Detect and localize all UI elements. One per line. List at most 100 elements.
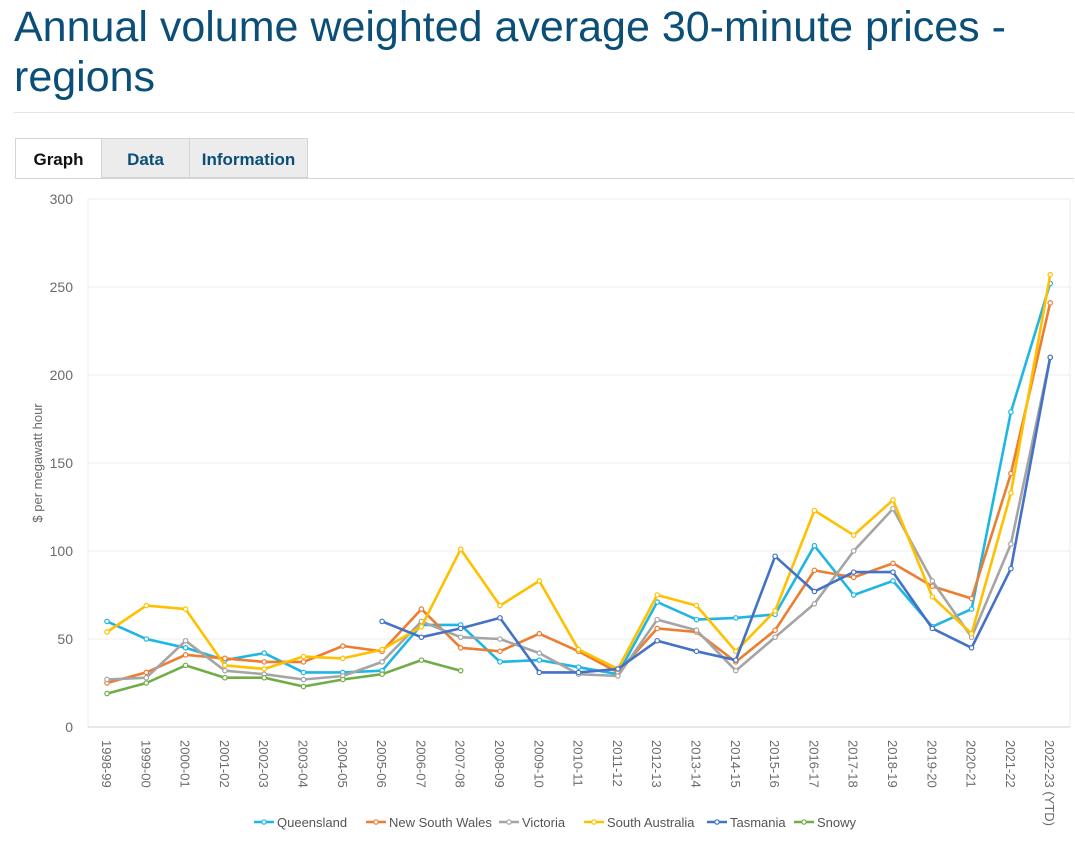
- data-point: [732, 667, 739, 674]
- tab-information[interactable]: Information: [190, 138, 308, 178]
- y-axis-title: $ per megawatt hour: [30, 403, 45, 523]
- x-tick-label: 2015-16: [767, 740, 782, 788]
- x-tick-label: 2008-09: [492, 740, 507, 788]
- data-point: [693, 616, 700, 623]
- data-point: [104, 629, 110, 635]
- y-tick-label: 150: [50, 455, 74, 471]
- data-point: [418, 634, 425, 641]
- x-tick-label: 2007-08: [453, 740, 468, 788]
- data-point: [182, 662, 189, 669]
- series-snowy: [104, 657, 464, 697]
- legend-item: Snowy: [794, 815, 857, 830]
- series-line: [105, 658, 462, 695]
- tab-data[interactable]: Data: [102, 138, 190, 178]
- data-point: [1008, 541, 1014, 547]
- data-point: [929, 593, 936, 600]
- data-point: [222, 674, 228, 681]
- data-point: [968, 644, 975, 651]
- data-point: [182, 637, 189, 644]
- data-point: [497, 602, 503, 609]
- data-point: [457, 634, 464, 641]
- legend-label: Victoria: [522, 815, 566, 830]
- x-tick-label: 2006-07: [413, 740, 428, 788]
- tab-bar: Graph Data Information: [15, 138, 308, 179]
- data-point: [772, 627, 778, 634]
- data-point: [693, 602, 700, 609]
- legend-marker: [373, 819, 379, 825]
- data-point: [929, 625, 936, 632]
- data-point: [615, 666, 621, 672]
- data-point: [536, 669, 543, 676]
- data-point: [654, 625, 661, 632]
- data-point: [300, 683, 307, 690]
- data-point: [890, 497, 896, 503]
- y-tick-label: 0: [65, 719, 73, 735]
- data-point: [693, 648, 700, 655]
- data-point: [654, 637, 661, 644]
- data-point: [1008, 470, 1014, 477]
- x-tick-label: 2000-01: [178, 740, 193, 788]
- data-point: [339, 643, 346, 649]
- data-point: [772, 553, 778, 560]
- data-point: [418, 657, 425, 663]
- data-point: [811, 600, 818, 607]
- data-point: [850, 569, 857, 575]
- x-tick-label: 2019-20: [924, 740, 939, 788]
- data-point: [497, 648, 503, 655]
- data-point: [1008, 490, 1014, 496]
- data-point: [457, 546, 464, 553]
- data-point: [143, 680, 150, 686]
- legend-marker: [261, 819, 267, 825]
- data-point: [732, 615, 739, 621]
- data-point: [104, 676, 110, 683]
- data-point: [536, 657, 543, 663]
- data-point: [339, 655, 346, 662]
- legend-label: Queensland: [277, 815, 347, 830]
- data-point: [890, 560, 896, 567]
- legend-marker: [506, 819, 512, 825]
- data-point: [222, 655, 228, 662]
- data-point: [300, 653, 307, 660]
- series-victoria: [104, 354, 1054, 683]
- series-line: [380, 356, 1052, 674]
- data-point: [104, 690, 110, 697]
- legend-label: Tasmania: [730, 815, 786, 830]
- x-tick-label: 2005-06: [374, 740, 389, 788]
- data-point: [222, 662, 228, 669]
- data-point: [654, 616, 661, 623]
- data-point: [222, 667, 228, 674]
- data-point: [536, 578, 543, 584]
- data-point: [457, 625, 464, 632]
- x-tick-label: 2016-17: [806, 740, 821, 788]
- data-point: [300, 659, 307, 665]
- data-point: [968, 595, 975, 602]
- data-point: [850, 592, 857, 598]
- data-point: [143, 636, 150, 642]
- title-divider: [14, 112, 1074, 113]
- data-point: [261, 650, 268, 656]
- legend-label: Snowy: [817, 815, 857, 830]
- y-tick-label: 100: [50, 543, 74, 559]
- y-tick-label: 300: [50, 191, 74, 207]
- x-tick-label: 2003-04: [296, 740, 311, 788]
- series-line: [105, 282, 1052, 676]
- data-point: [811, 507, 818, 514]
- data-point: [300, 669, 307, 676]
- data-point: [536, 650, 543, 656]
- data-point: [654, 599, 661, 605]
- data-point: [1008, 409, 1014, 415]
- legend-marker: [801, 819, 807, 825]
- legend-label: New South Wales: [389, 815, 492, 830]
- data-point: [1047, 354, 1054, 361]
- x-tick-label: 2018-19: [885, 740, 900, 788]
- data-point: [457, 644, 464, 651]
- data-point: [182, 606, 189, 612]
- series-tasmania: [379, 354, 1054, 676]
- data-point: [418, 606, 425, 612]
- data-point: [890, 578, 896, 584]
- series-south-australia: [104, 271, 1054, 672]
- data-point: [615, 673, 621, 679]
- data-point: [1008, 565, 1014, 572]
- data-point: [575, 669, 582, 676]
